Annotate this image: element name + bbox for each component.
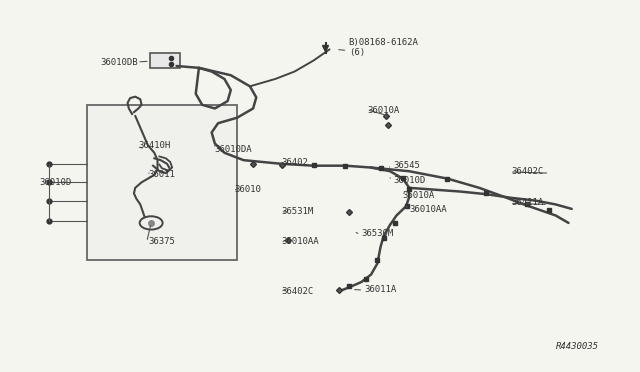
Text: 36530M: 36530M <box>362 230 394 238</box>
Text: 36010A: 36010A <box>368 106 400 115</box>
Text: 36010AA: 36010AA <box>282 237 319 246</box>
Text: 36011A: 36011A <box>365 285 397 294</box>
Text: B)08168-6162A
(6): B)08168-6162A (6) <box>349 38 419 57</box>
Text: 36375: 36375 <box>148 237 175 246</box>
Text: 36010DA: 36010DA <box>215 145 253 154</box>
Text: 36531M: 36531M <box>282 207 314 217</box>
Text: 36010D: 36010D <box>394 176 426 185</box>
Text: 36410H: 36410H <box>138 141 171 150</box>
Text: 36010AA: 36010AA <box>409 205 447 215</box>
Text: 36010A: 36010A <box>403 191 435 200</box>
Text: 36411A: 36411A <box>511 198 543 207</box>
Text: 36545: 36545 <box>394 161 420 170</box>
Bar <box>150 53 180 68</box>
Bar <box>88 105 237 260</box>
Text: 36402: 36402 <box>282 157 308 167</box>
Text: 36011: 36011 <box>148 170 175 179</box>
Text: 36402C: 36402C <box>511 167 543 176</box>
Text: 36402C: 36402C <box>282 287 314 296</box>
Text: 36010: 36010 <box>234 185 261 194</box>
Text: R4430035: R4430035 <box>556 342 599 351</box>
Text: 36010DB: 36010DB <box>100 58 138 67</box>
Text: 36010D: 36010D <box>40 178 72 187</box>
